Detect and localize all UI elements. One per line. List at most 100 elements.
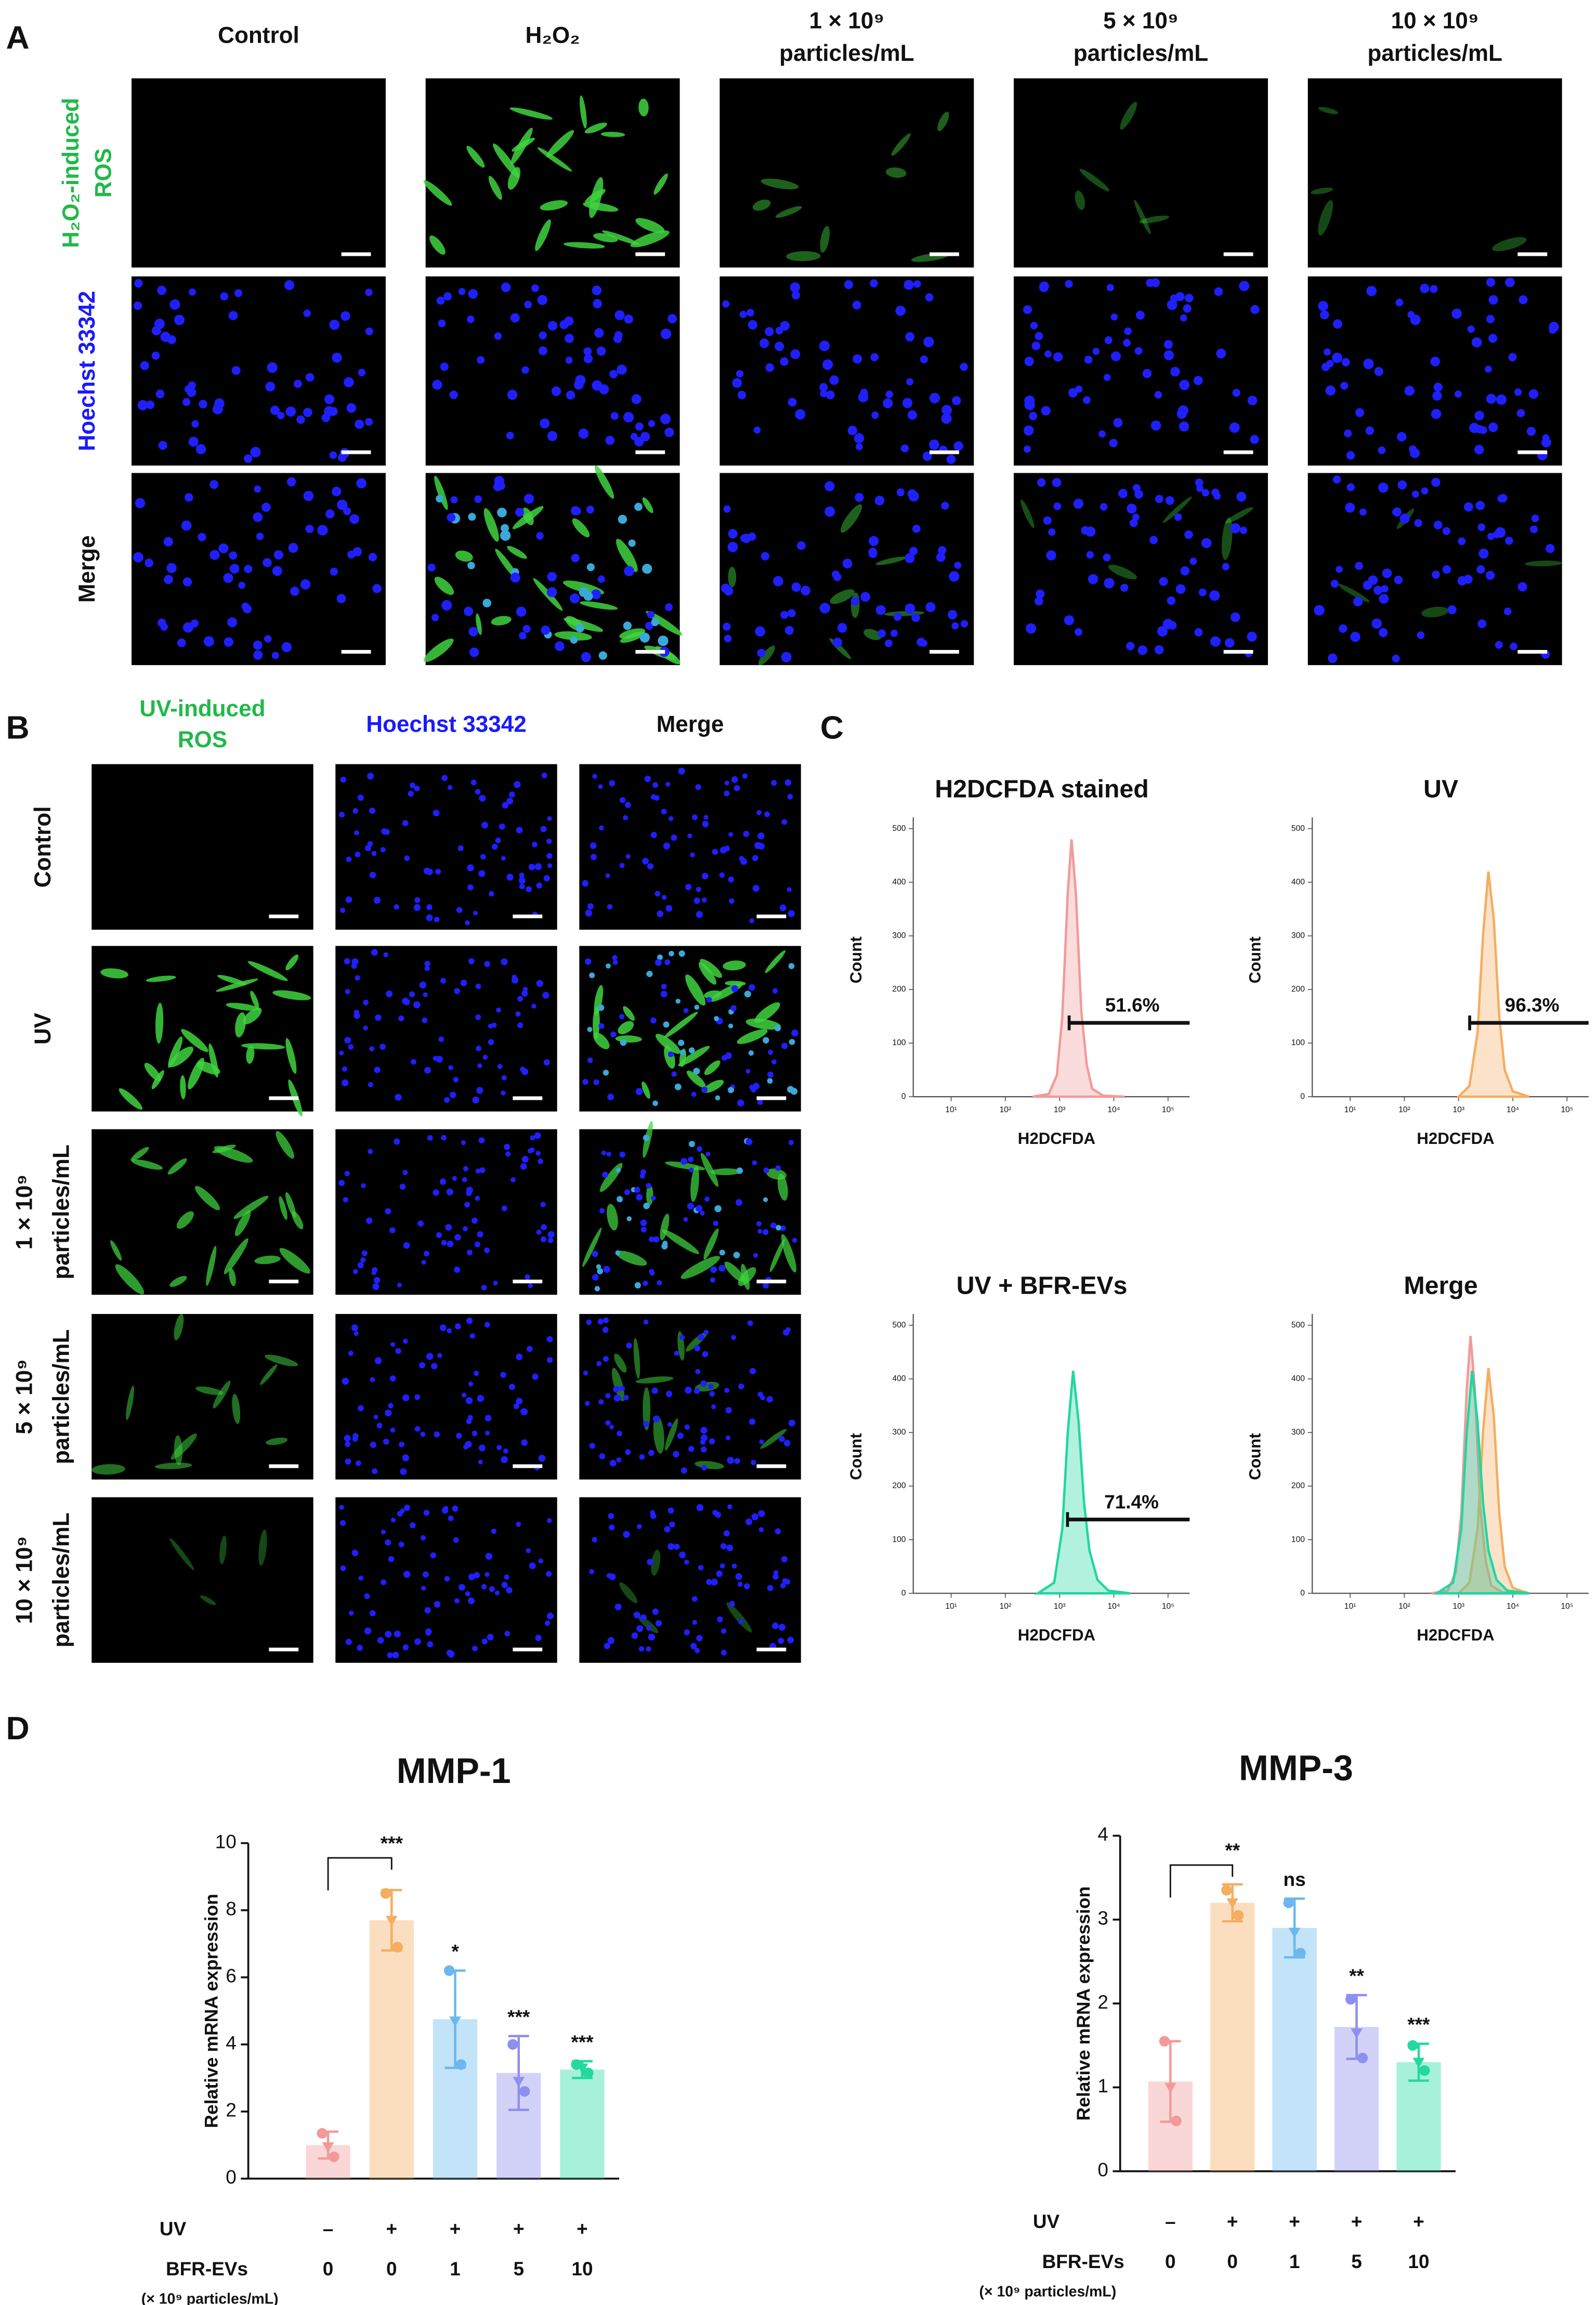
nucleus <box>583 354 593 363</box>
nucleus <box>780 1225 786 1231</box>
nucleus <box>1318 301 1328 311</box>
ros-cell <box>653 1415 664 1454</box>
nucleus <box>1216 348 1226 359</box>
nucleus <box>1382 568 1392 578</box>
nucleus <box>363 999 369 1006</box>
ros-cell <box>741 1264 750 1291</box>
nucleus <box>604 1643 610 1649</box>
nucleus <box>788 1420 795 1427</box>
nucleus <box>485 1415 492 1422</box>
nucleus <box>385 1208 391 1215</box>
nucleus <box>771 1059 777 1065</box>
nucleus <box>907 489 917 499</box>
nucleus <box>819 341 830 351</box>
data-point <box>443 1965 455 1976</box>
nucleus <box>485 1572 490 1577</box>
ros-cell <box>723 960 746 971</box>
x-tick-label: 10² <box>1398 1602 1410 1611</box>
nucleus <box>760 1395 765 1400</box>
nucleus <box>569 593 580 604</box>
nucleus <box>1184 530 1193 539</box>
nucleus <box>700 1434 708 1441</box>
micrograph <box>91 1497 313 1663</box>
nucleus <box>348 1350 354 1356</box>
nucleus <box>1046 550 1056 561</box>
nucleus <box>324 394 335 405</box>
nucleus <box>456 907 463 913</box>
y-tick-label: 400 <box>1291 1374 1305 1383</box>
nucleus <box>158 441 167 450</box>
nucleus <box>941 502 949 510</box>
nucleus <box>540 418 550 429</box>
nucleus <box>854 433 865 444</box>
column-header: Control <box>218 23 299 48</box>
ros-cell <box>1079 168 1110 192</box>
nucleus <box>586 563 595 571</box>
y-tick-label: 500 <box>892 1321 906 1330</box>
nucleus <box>826 390 835 400</box>
nucleus <box>1180 314 1187 322</box>
nucleus <box>1150 278 1160 288</box>
nucleus <box>381 1529 386 1535</box>
nucleus <box>1155 494 1163 503</box>
nucleus <box>596 1361 602 1366</box>
nucleus <box>528 864 535 870</box>
uv-label: + <box>386 2218 398 2239</box>
panel-label: D <box>6 1710 30 1747</box>
nucleus <box>481 1584 487 1590</box>
nucleus <box>1039 283 1049 293</box>
nucleus <box>596 1264 601 1269</box>
nucleus <box>501 1090 506 1096</box>
nucleus <box>1431 478 1441 487</box>
nucleus <box>1323 348 1331 356</box>
nucleus <box>354 1331 359 1336</box>
nucleus <box>665 603 673 611</box>
nucleus <box>1163 340 1173 349</box>
nucleus <box>1546 544 1555 553</box>
nucleus <box>1232 388 1240 397</box>
nucleus <box>685 1386 692 1394</box>
significance: * <box>451 1941 459 1962</box>
ros-cell <box>623 1006 635 1021</box>
nucleus <box>198 532 206 541</box>
nucleus <box>540 1236 547 1243</box>
data-point <box>1226 1898 1239 1909</box>
data-point <box>1171 2115 1182 2127</box>
nucleus <box>700 1427 708 1434</box>
nucleus <box>454 988 461 994</box>
nucleus <box>446 1649 453 1657</box>
ros-cell <box>937 111 949 132</box>
nucleus <box>788 963 795 969</box>
nucleus <box>643 1280 648 1286</box>
y-tick-label: 200 <box>1291 1481 1305 1490</box>
nucleus <box>728 1087 734 1093</box>
nucleus <box>500 1372 506 1378</box>
nucleus <box>1229 422 1240 433</box>
nucleus <box>223 572 233 583</box>
nucleus <box>434 917 440 922</box>
nucleus <box>722 300 730 308</box>
y-axis-label: Count <box>847 936 865 984</box>
nucleus <box>421 1585 426 1591</box>
nucleus <box>342 1079 349 1087</box>
nucleus <box>137 400 148 411</box>
nucleus <box>723 622 731 631</box>
nucleus <box>344 1170 350 1177</box>
ros-cell <box>208 1043 218 1078</box>
nucleus <box>647 1558 653 1566</box>
nucleus <box>460 980 467 986</box>
nucleus <box>516 1398 523 1405</box>
ros-cell <box>507 545 527 559</box>
x-tick-label: 10² <box>1000 1105 1012 1114</box>
y-tick-label: 10 <box>215 1831 237 1852</box>
nucleus <box>526 1346 533 1352</box>
nucleus <box>636 1524 642 1529</box>
nucleus <box>657 954 663 960</box>
nucleus <box>776 1225 781 1231</box>
nucleus <box>375 1014 382 1021</box>
nucleus <box>714 1205 722 1213</box>
nucleus <box>902 398 913 408</box>
nucleus <box>904 280 914 290</box>
nucleus <box>357 1645 363 1651</box>
nucleus <box>475 789 481 795</box>
